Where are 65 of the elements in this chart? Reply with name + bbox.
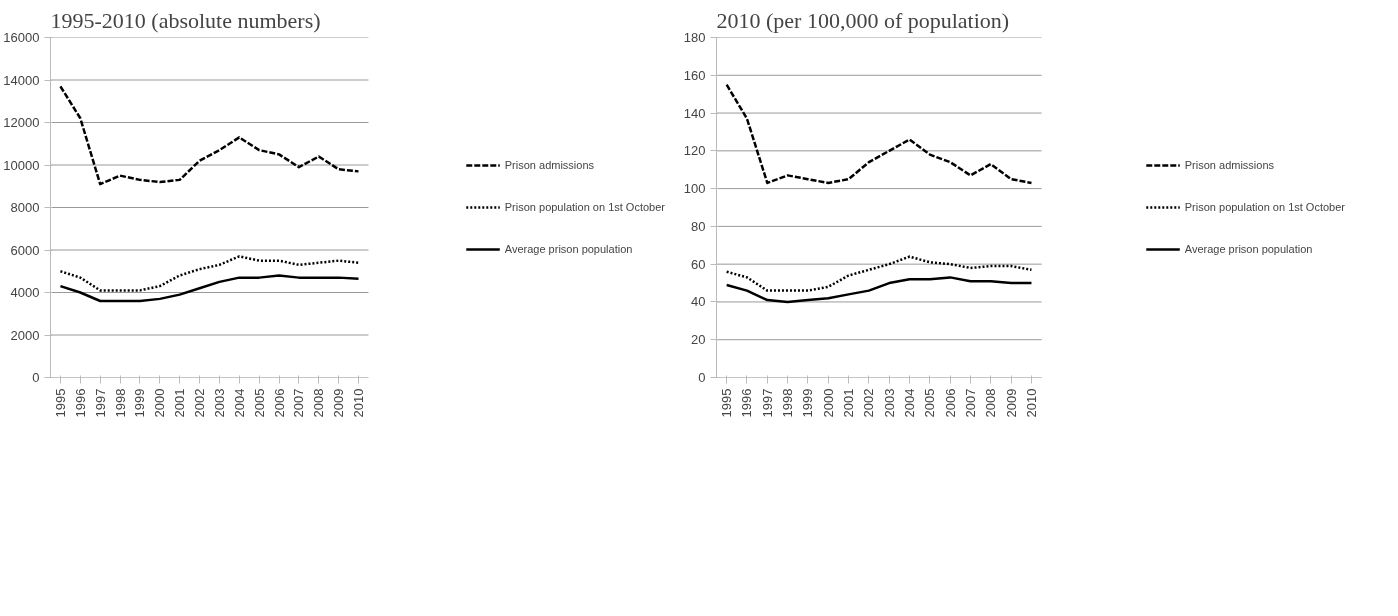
legend-label: Prison population on 1st October bbox=[504, 201, 665, 213]
legend-label: Average prison population bbox=[504, 243, 633, 255]
line-series bbox=[59, 255, 360, 292]
x-tick-label: 2005 bbox=[251, 388, 267, 418]
y-tick-label: 14000 bbox=[3, 72, 40, 88]
x-tick-label: 1996 bbox=[739, 388, 755, 418]
x-tick-label: 2001 bbox=[172, 388, 188, 418]
x-tick-label: 2003 bbox=[881, 388, 897, 418]
legend-label: Prison admissions bbox=[1184, 159, 1275, 171]
y-tick-label: 12000 bbox=[3, 115, 40, 130]
line-series bbox=[59, 274, 360, 303]
y-tick-label: 8000 bbox=[10, 200, 40, 215]
x-tick-label: 2002 bbox=[861, 388, 877, 418]
line-series bbox=[725, 276, 1033, 304]
x-tick-label: 2006 bbox=[271, 388, 287, 418]
x-tick-label: 2007 bbox=[291, 388, 307, 418]
x-tick-label: 2005 bbox=[922, 388, 938, 418]
legend-label: Prison admissions bbox=[504, 159, 595, 171]
x-tick-label: 2002 bbox=[192, 388, 208, 418]
x-tick-label: 2000 bbox=[152, 388, 168, 418]
x-tick-label: 1999 bbox=[800, 388, 816, 418]
x-tick-label: 2009 bbox=[1003, 388, 1019, 418]
y-tick-label: 0 bbox=[698, 370, 706, 385]
y-tick-label: 10000 bbox=[3, 157, 40, 173]
x-tick-label: 2003 bbox=[211, 388, 227, 418]
y-tick-label: 80 bbox=[691, 218, 706, 234]
x-tick-label: 2009 bbox=[331, 388, 347, 418]
x-tick-label: 1995 bbox=[719, 388, 735, 418]
x-tick-label: 1996 bbox=[72, 388, 88, 418]
x-tick-label: 1998 bbox=[112, 388, 128, 418]
x-tick-label: 2007 bbox=[963, 388, 979, 418]
x-tick-label: 1998 bbox=[780, 388, 796, 418]
y-tick-label: 160 bbox=[683, 67, 706, 83]
x-tick-label: 2008 bbox=[983, 388, 999, 418]
y-tick-label: 2000 bbox=[10, 327, 40, 343]
x-tick-label: 2004 bbox=[231, 388, 247, 418]
x-tick-label: 2010 bbox=[351, 388, 367, 418]
y-tick-label: 180 bbox=[683, 30, 706, 45]
y-tick-label: 100 bbox=[683, 181, 706, 197]
legend-label: Prison population on 1st October bbox=[1184, 201, 1345, 213]
y-tick-label: 0 bbox=[32, 370, 40, 385]
x-tick-label: 2001 bbox=[841, 388, 857, 418]
y-tick-label: 20 bbox=[691, 332, 706, 348]
x-tick-label: 1997 bbox=[92, 388, 108, 418]
line-series bbox=[59, 85, 360, 186]
line-series bbox=[725, 83, 1033, 185]
y-tick-label: 120 bbox=[683, 143, 706, 159]
x-tick-label: 1999 bbox=[132, 388, 148, 418]
chart-title: 1995-2010 (absolute numbers) bbox=[50, 7, 321, 33]
x-tick-label: 1997 bbox=[759, 388, 775, 418]
y-tick-label: 60 bbox=[691, 256, 706, 272]
chart-title: 2010 (per 100,000 of population) bbox=[716, 7, 1010, 33]
x-tick-label: 1995 bbox=[52, 388, 68, 418]
x-tick-label: 2008 bbox=[311, 388, 327, 418]
y-tick-label: 16000 bbox=[3, 30, 40, 45]
x-tick-label: 2004 bbox=[902, 388, 918, 418]
legend-label: Average prison population bbox=[1184, 243, 1313, 255]
y-tick-label: 4000 bbox=[10, 285, 40, 300]
y-tick-label: 6000 bbox=[10, 242, 40, 258]
x-tick-label: 2000 bbox=[820, 388, 836, 418]
line-series bbox=[725, 255, 1033, 292]
y-tick-label: 40 bbox=[691, 294, 706, 310]
y-tick-label: 140 bbox=[683, 105, 706, 121]
x-tick-label: 2006 bbox=[942, 388, 958, 418]
x-tick-label: 2010 bbox=[1023, 388, 1039, 418]
